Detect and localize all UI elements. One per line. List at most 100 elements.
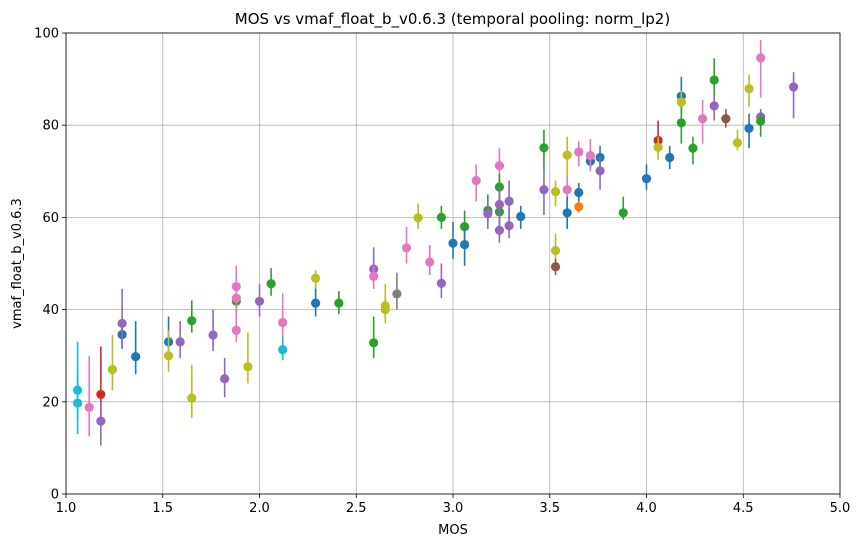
point-marker	[73, 398, 83, 408]
point-marker	[676, 97, 686, 107]
data-point	[96, 401, 106, 446]
x-tick-label: 2.5	[346, 501, 367, 516]
x-axis-ticks: 1.0 1.5 2.0 2.5 3.0 3.5 4.0 4.5 5.0	[56, 494, 851, 516]
point-marker	[117, 318, 127, 329]
data-point	[756, 39, 766, 98]
x-tick-label: 4.0	[636, 501, 657, 516]
x-tick-label: 4.5	[733, 501, 754, 516]
chart-title: MOS vs vmaf_float_b_v0.6.3 (temporal poo…	[235, 10, 670, 29]
point-marker	[574, 202, 584, 212]
point-marker	[436, 278, 446, 288]
data-point	[107, 334, 118, 391]
point-marker	[709, 75, 719, 85]
point-marker	[243, 362, 253, 372]
point-marker	[653, 142, 663, 152]
data-point	[641, 164, 652, 190]
data-point	[539, 171, 549, 216]
data-point	[618, 196, 628, 220]
data-point	[653, 136, 663, 160]
point-marker	[266, 279, 276, 289]
point-marker	[208, 330, 218, 340]
data-point	[595, 157, 605, 190]
data-point	[413, 203, 423, 229]
data-point	[676, 106, 686, 144]
point-marker	[311, 298, 321, 308]
point-marker	[369, 338, 379, 348]
data-point	[709, 58, 719, 103]
point-marker	[504, 221, 514, 231]
point-marker	[460, 222, 470, 232]
data-points	[73, 39, 799, 446]
x-axis-label: MOS	[438, 523, 468, 538]
data-point	[665, 145, 675, 169]
point-marker	[562, 150, 572, 160]
data-point	[744, 74, 754, 107]
point-marker	[550, 245, 561, 256]
point-marker	[494, 225, 505, 235]
point-marker	[334, 298, 344, 308]
point-marker	[413, 213, 423, 223]
data-point	[471, 164, 481, 202]
point-marker	[278, 317, 288, 328]
point-marker	[756, 116, 766, 126]
data-point	[369, 316, 379, 359]
point-marker	[550, 262, 561, 272]
data-point	[585, 139, 595, 172]
data-point	[117, 288, 127, 347]
data-point	[392, 272, 402, 310]
point-marker	[494, 182, 505, 192]
data-point	[494, 212, 505, 243]
data-point	[175, 321, 185, 359]
data-point	[208, 309, 218, 352]
y-axis-label: vmaf_float_b_v0.6.3	[10, 198, 25, 329]
point-marker	[436, 212, 446, 222]
data-point	[243, 332, 253, 384]
data-point	[334, 291, 344, 315]
point-marker	[278, 345, 288, 355]
data-point	[401, 226, 412, 264]
y-tick-label: 40	[42, 303, 59, 318]
point-marker	[585, 151, 595, 161]
point-marker	[220, 374, 230, 384]
point-marker	[698, 114, 708, 124]
point-marker	[516, 211, 526, 222]
y-tick-label: 100	[34, 27, 59, 42]
point-marker	[107, 364, 118, 375]
data-point	[220, 358, 230, 398]
point-marker	[688, 143, 698, 153]
data-point	[436, 263, 446, 299]
point-marker	[756, 53, 766, 63]
data-point	[688, 136, 698, 165]
point-marker	[187, 393, 197, 403]
data-point	[187, 300, 197, 333]
point-marker	[595, 166, 605, 176]
point-marker	[175, 337, 185, 347]
y-tick-label: 80	[42, 119, 59, 134]
data-point	[231, 265, 241, 310]
point-marker	[744, 84, 754, 94]
data-point	[369, 265, 379, 289]
data-point	[698, 99, 708, 144]
x-tick-label: 2.0	[249, 501, 270, 516]
point-marker	[665, 152, 675, 163]
data-point	[744, 113, 754, 149]
x-tick-label: 3.5	[539, 501, 560, 516]
point-marker	[788, 82, 799, 92]
point-marker	[96, 416, 106, 426]
point-marker	[84, 402, 94, 412]
data-point	[436, 205, 446, 229]
point-marker	[562, 208, 572, 218]
x-tick-label: 5.0	[830, 501, 851, 516]
x-tick-label: 1.0	[56, 501, 77, 516]
data-point	[732, 129, 743, 151]
point-marker	[574, 187, 584, 198]
data-point	[574, 201, 584, 213]
point-marker	[550, 186, 561, 197]
point-marker	[618, 208, 628, 218]
data-point	[448, 222, 458, 259]
point-marker	[721, 114, 731, 124]
data-point	[539, 129, 549, 172]
point-marker	[231, 325, 241, 335]
data-point	[254, 284, 265, 317]
